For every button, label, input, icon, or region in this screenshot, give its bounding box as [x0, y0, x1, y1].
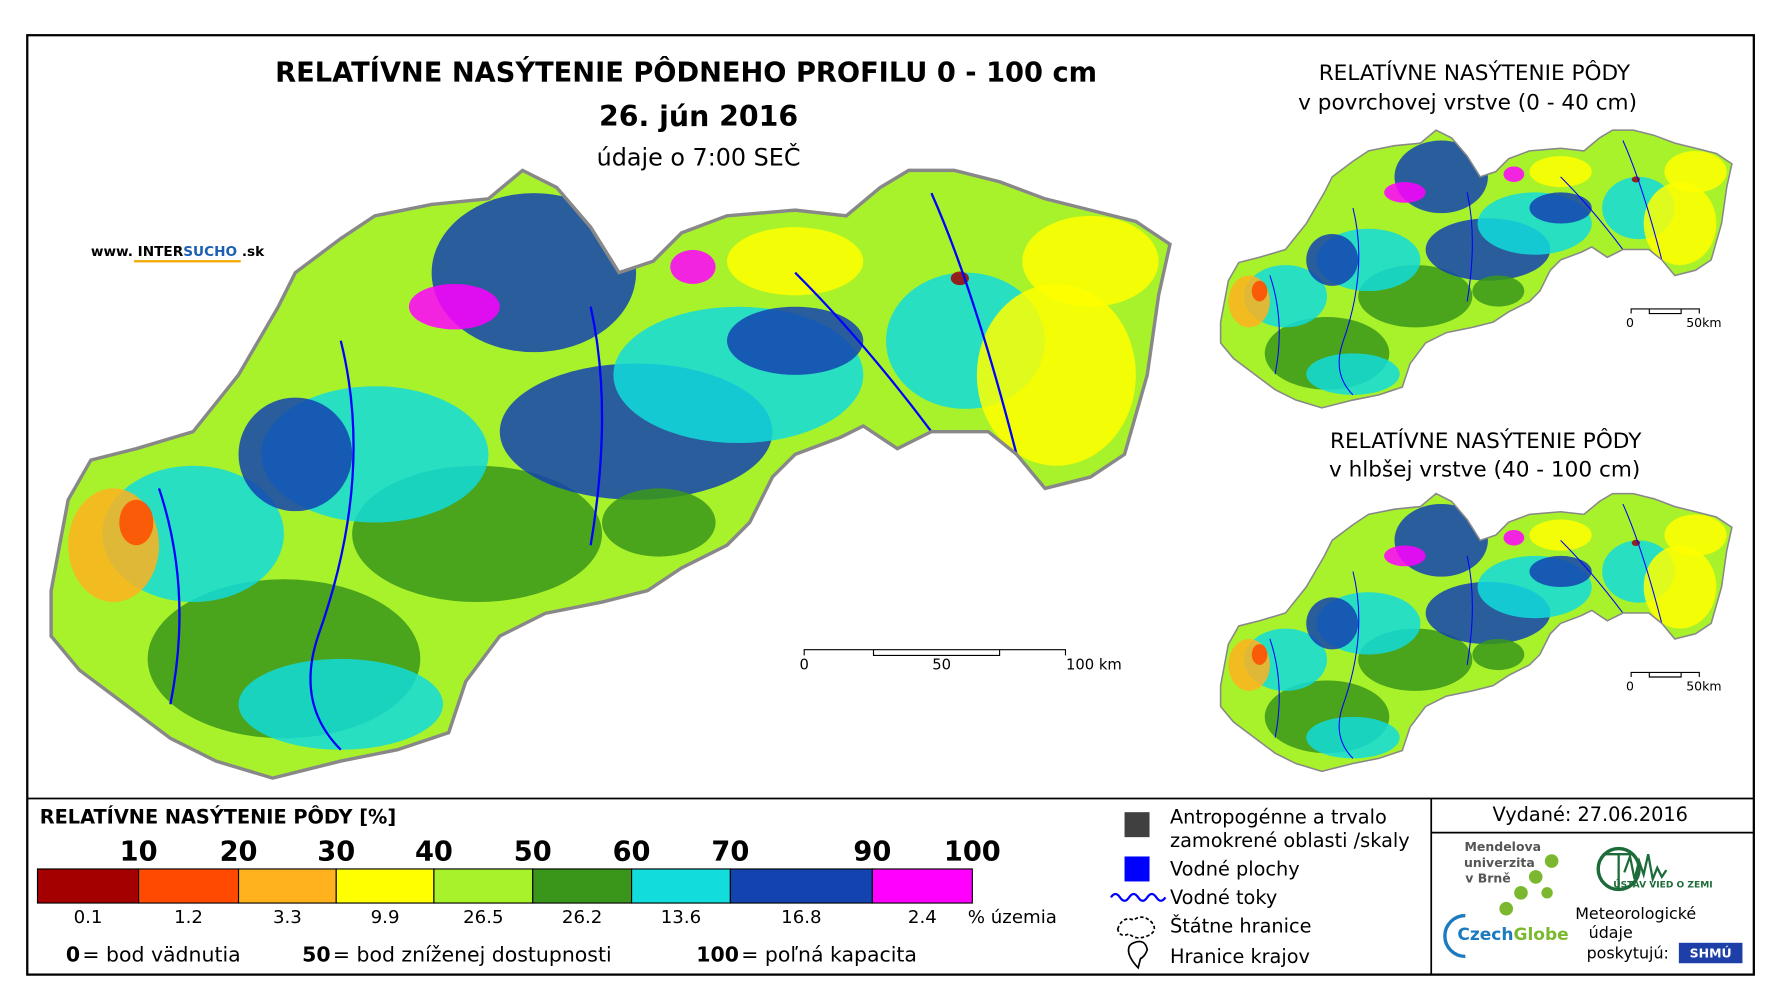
legend: 0.1 1.2 3.3 9.9 26.5 26.2 13.6 16.8 2.4 10 20 30 40 5… [36, 837, 1001, 928]
legend-threshold: 90 [853, 837, 891, 868]
issued-date: Vydané: 27.06.2016 [1493, 803, 1688, 826]
website-part: SUCHO [183, 244, 237, 260]
inset-subtitle: v povrchovej vrstve (0 - 40 cm) [1298, 90, 1637, 115]
legend-title: RELATÍVNE NASÝTENIE PÔDY [%] [40, 804, 396, 828]
legend-share: 3.3 [273, 907, 302, 928]
symbol-river [1109, 892, 1167, 902]
share-unit: % územia [968, 907, 1057, 928]
legend-share: 13.6 [661, 907, 701, 928]
scale-label: 0 [1626, 679, 1634, 694]
legend-share: 2.4 [908, 907, 937, 928]
legend-threshold: 20 [220, 837, 258, 868]
legend-note: 50 = bod zníženej dostupnosti [302, 942, 612, 966]
scale-bar-line [803, 649, 1067, 656]
website-part: .sk [237, 244, 265, 260]
legend-swatch [532, 868, 633, 904]
legend-note: 100 = poľná kapacita [696, 942, 917, 966]
main-time: údaje o 7:00 SEČ [597, 144, 801, 172]
legend-share: 26.2 [562, 907, 602, 928]
note-text: = poľná kapacita [741, 942, 917, 966]
logo-part: Globe [1513, 925, 1568, 945]
ustav-logo-mark [1603, 852, 1668, 889]
legend-share: 1.2 [174, 907, 203, 928]
scale-label: 50km [1686, 315, 1721, 330]
shmu-logo-text: SHMÚ [1690, 946, 1732, 961]
scale-label: 0 [800, 657, 809, 674]
scale-label: 100 km [1066, 657, 1122, 674]
legend-note: 0 = bod vädnutia [66, 942, 241, 966]
inset-title: RELATÍVNE NASÝTENIE PÔDY [1330, 428, 1642, 454]
note-text: = bod vädnutia [82, 942, 240, 966]
legend-swatch [630, 868, 731, 904]
note-value: 0 [66, 942, 80, 966]
credit-text: Meteorologické [1575, 904, 1696, 923]
legend-threshold: 40 [415, 837, 453, 868]
czechglobe-logo: CzechGlobe [1457, 925, 1568, 945]
symbol-anthropogenic [1124, 812, 1150, 838]
credit-text: Mendelova [1464, 839, 1541, 854]
legend-threshold: 100 [944, 837, 1001, 868]
legend-swatch [335, 868, 435, 904]
legend-swatch [871, 868, 973, 904]
main-title: RELATÍVNE NASÝTENIE PÔDNEHO PROFILU 0 - … [275, 56, 1097, 88]
legend-share: 0.1 [74, 907, 103, 928]
legend-threshold: 10 [120, 837, 158, 868]
inset-subtitle: v hlbšej vrstve (40 - 100 cm) [1329, 457, 1640, 482]
scale-bar [803, 308, 1700, 678]
symbol-label: Hranice krajov [1170, 945, 1310, 968]
credit-text: v Brně [1465, 871, 1511, 886]
legend-share: 9.9 [371, 907, 400, 928]
legend-threshold: 30 [317, 837, 355, 868]
legend-swatch [433, 868, 534, 904]
symbol-label: Vodné plochy [1170, 858, 1300, 881]
ustav-logo-text: ÚSTAV VIED O ZEMI [1613, 878, 1712, 890]
legend-swatch [138, 868, 240, 904]
symbol-state-border [1116, 916, 1156, 939]
inset-title: RELATÍVNE NASÝTENIE PÔDY [1319, 60, 1631, 86]
credit-text: poskytujú: [1587, 944, 1669, 963]
website: www. INTERSUCHO .sk [91, 244, 265, 260]
note-value: 100 [696, 942, 739, 966]
symbol-label: zamokrené oblasti /skaly [1170, 829, 1410, 852]
credit-text: údaje [1589, 923, 1633, 942]
legend-share: 26.5 [463, 907, 503, 928]
scale-bar-line [1630, 308, 1700, 315]
logo-part: Czech [1457, 925, 1513, 945]
czechglobe-arc [1443, 913, 1466, 959]
symbol-water-body [1124, 856, 1150, 882]
legend-threshold: 60 [613, 837, 651, 868]
legend-threshold: 70 [711, 837, 749, 868]
legend-swatch [237, 868, 337, 904]
ustav-logo-ring [1596, 846, 1641, 892]
mendel-dots [1499, 854, 1559, 916]
note-value: 50 [302, 942, 330, 966]
symbol-label: Vodné toky [1170, 886, 1277, 909]
shmu-logo-box [1678, 942, 1743, 964]
legend-share: 16.8 [781, 907, 821, 928]
main-date: 26. jún 2016 [599, 100, 798, 133]
website-part: www. INTER [91, 244, 184, 260]
scale-bar-line [1630, 671, 1700, 678]
symbol-region-border [1127, 940, 1149, 970]
note-text: = bod zníženej dostupnosti [333, 942, 612, 966]
symbol-label: Štátne hranice [1170, 913, 1312, 937]
symbol-label: Antropogénne a trvalo [1170, 805, 1387, 828]
credit-text: univerzita [1464, 855, 1535, 870]
legend-threshold: 50 [514, 837, 552, 868]
scale-label: 0 [1626, 315, 1634, 330]
legend-swatch [729, 868, 873, 904]
scale-label: 50km [1686, 679, 1721, 694]
legend-swatch [36, 868, 140, 904]
scale-label: 50 [932, 657, 951, 674]
